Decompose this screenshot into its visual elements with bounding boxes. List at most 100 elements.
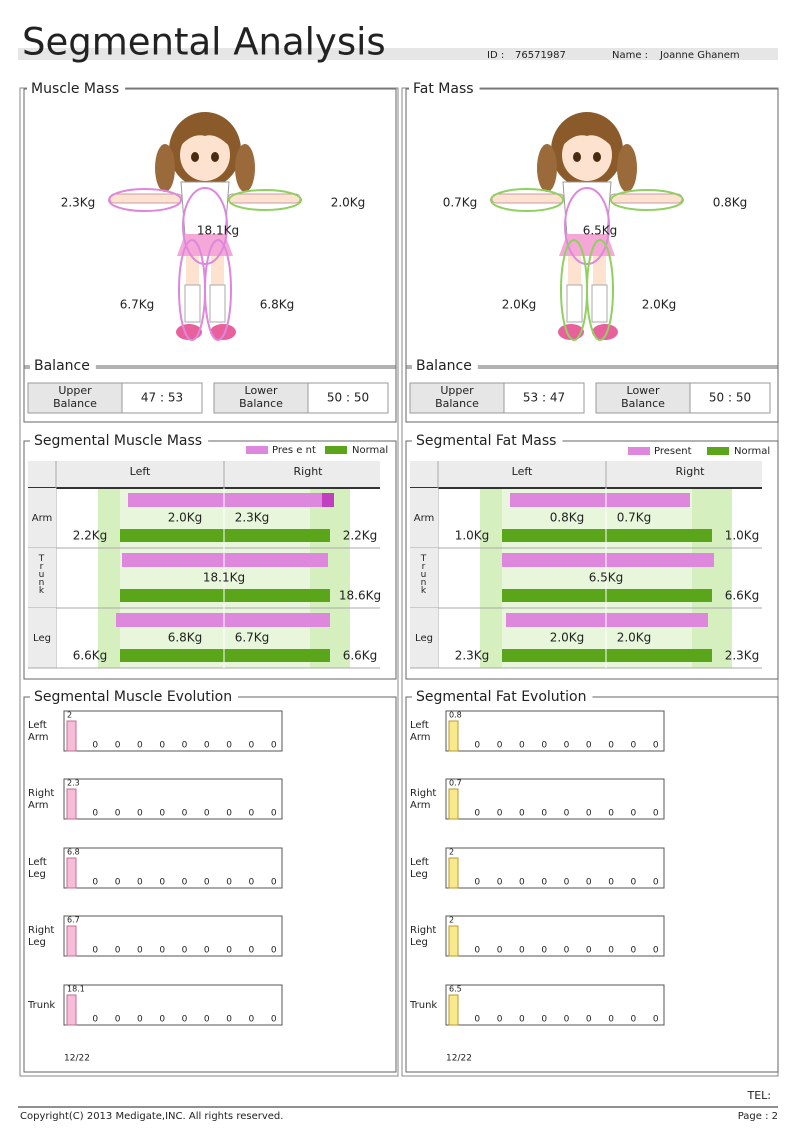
balance-value: 53 : 47 xyxy=(523,391,565,405)
evolution-chart xyxy=(63,778,283,820)
evolution-bar xyxy=(66,925,77,957)
normal-bar xyxy=(120,529,330,542)
id-value: 76571987 xyxy=(515,50,566,61)
evolution-chart xyxy=(445,778,665,820)
evolution-bar xyxy=(66,994,77,1026)
evolution-value: 0 xyxy=(115,878,121,888)
evolution-value: 0 xyxy=(226,878,232,888)
sock xyxy=(591,284,608,323)
evolution-value: 0 xyxy=(564,946,570,956)
evolution-value: 0 xyxy=(497,809,503,819)
normal-bar xyxy=(120,589,330,602)
normal-value: 18.6Kg xyxy=(339,589,381,603)
evolution-value: 0 xyxy=(271,809,277,819)
normal-bar xyxy=(502,649,712,662)
pigtail xyxy=(155,144,175,192)
present-value: 6.7Kg xyxy=(235,631,270,645)
evolution-value: 0 xyxy=(631,946,637,956)
row-label: Leg xyxy=(415,633,433,644)
evolution-value: 0 xyxy=(541,878,547,888)
title-bar xyxy=(18,48,778,60)
present-value: 0.8Kg xyxy=(550,511,585,525)
evolution-label: Leg xyxy=(28,869,46,880)
present-bar xyxy=(506,613,708,627)
evolution-value: 0 xyxy=(115,946,121,956)
col-header: Right xyxy=(676,465,706,478)
evolution-label: Left xyxy=(410,720,429,731)
section-title: Segmental Muscle Evolution xyxy=(34,689,232,705)
section-title: Segmental Fat Evolution xyxy=(416,689,586,705)
evolution-value: 0 xyxy=(137,809,143,819)
evolution-value: 0 xyxy=(271,1015,277,1025)
shoe xyxy=(210,324,236,340)
evolution-value: 0 xyxy=(653,1015,659,1025)
evolution-bar xyxy=(448,994,459,1026)
row-label: Trunk xyxy=(419,554,429,594)
evolution-value: 0 xyxy=(608,1015,614,1025)
evolution-bar xyxy=(66,720,77,752)
evolution-value: 0 xyxy=(204,878,210,888)
evolution-value: 0 xyxy=(182,878,188,888)
balance-label: Lower xyxy=(627,384,660,397)
evolution-value: 0 xyxy=(137,878,143,888)
eye xyxy=(573,152,581,162)
segment-ring xyxy=(228,189,302,211)
present-bar xyxy=(128,493,334,507)
evolution-value: 0 xyxy=(226,809,232,819)
section-title-bg xyxy=(30,357,96,375)
balance-label: Balance xyxy=(621,397,665,410)
evolution-value: 0 xyxy=(159,878,165,888)
evolution-value: 0 xyxy=(474,878,480,888)
copyright: Copyright(C) 2013 Medigate,INC. All righ… xyxy=(20,1111,283,1122)
evolution-value: 0 xyxy=(653,809,659,819)
section-box xyxy=(23,365,397,423)
legend-label: Normal xyxy=(734,446,770,457)
evolution-value: 0 xyxy=(519,1015,525,1025)
arm xyxy=(609,193,683,204)
normal-value: 1.0Kg xyxy=(725,529,760,543)
name-value: Joanne Ghanem xyxy=(659,50,740,61)
evolution-value: 0 xyxy=(541,809,547,819)
evolution-value: 0 xyxy=(271,946,277,956)
balance-label: Upper xyxy=(58,384,92,397)
evolution-label: Left xyxy=(28,720,47,731)
evolution-value: 0 xyxy=(249,741,255,751)
present-value: 6.5Kg xyxy=(589,571,624,585)
segment-ring xyxy=(182,187,228,265)
row-label-cell xyxy=(28,608,56,668)
balance-value: 47 : 53 xyxy=(141,391,183,405)
balance-value: 50 : 50 xyxy=(327,391,369,405)
evolution-bar xyxy=(448,720,459,752)
evolution-label: Trunk xyxy=(27,1000,55,1011)
evolution-value: 0 xyxy=(115,741,121,751)
pigtail xyxy=(235,144,255,192)
present-value: 2.0Kg xyxy=(550,631,585,645)
evolution-value: 2 xyxy=(449,916,454,925)
evolution-value: 0 xyxy=(182,741,188,751)
legend-label: Pres e nt xyxy=(272,445,316,456)
arm xyxy=(227,193,301,204)
evolution-label: Arm xyxy=(410,732,431,743)
arm xyxy=(109,193,183,204)
section-box xyxy=(405,88,779,369)
evolution-value: 0 xyxy=(204,946,210,956)
section-title: Segmental Muscle Mass xyxy=(34,433,202,449)
evolution-value: 0 xyxy=(586,878,592,888)
evolution-label: Leg xyxy=(410,937,428,948)
evolution-bar xyxy=(448,925,459,957)
evolution-value: 0 xyxy=(474,946,480,956)
evolution-chart xyxy=(445,847,665,889)
evolution-date: 12/22 xyxy=(446,1054,472,1064)
evolution-bar xyxy=(66,788,77,820)
evolution-value: 0 xyxy=(586,1015,592,1025)
evolution-value: 0 xyxy=(271,878,277,888)
segment-ring xyxy=(108,188,182,212)
segment-mass: 6.8Kg xyxy=(260,298,295,312)
normal-value: 6.6Kg xyxy=(725,589,760,603)
evolution-value: 0 xyxy=(137,1015,143,1025)
evolution-value: 0 xyxy=(92,809,98,819)
section-title: Segmental Fat Mass xyxy=(416,433,556,449)
evolution-value: 0 xyxy=(608,809,614,819)
page-title: Segmental Analysis xyxy=(22,21,386,64)
evolution-value: 0 xyxy=(249,809,255,819)
